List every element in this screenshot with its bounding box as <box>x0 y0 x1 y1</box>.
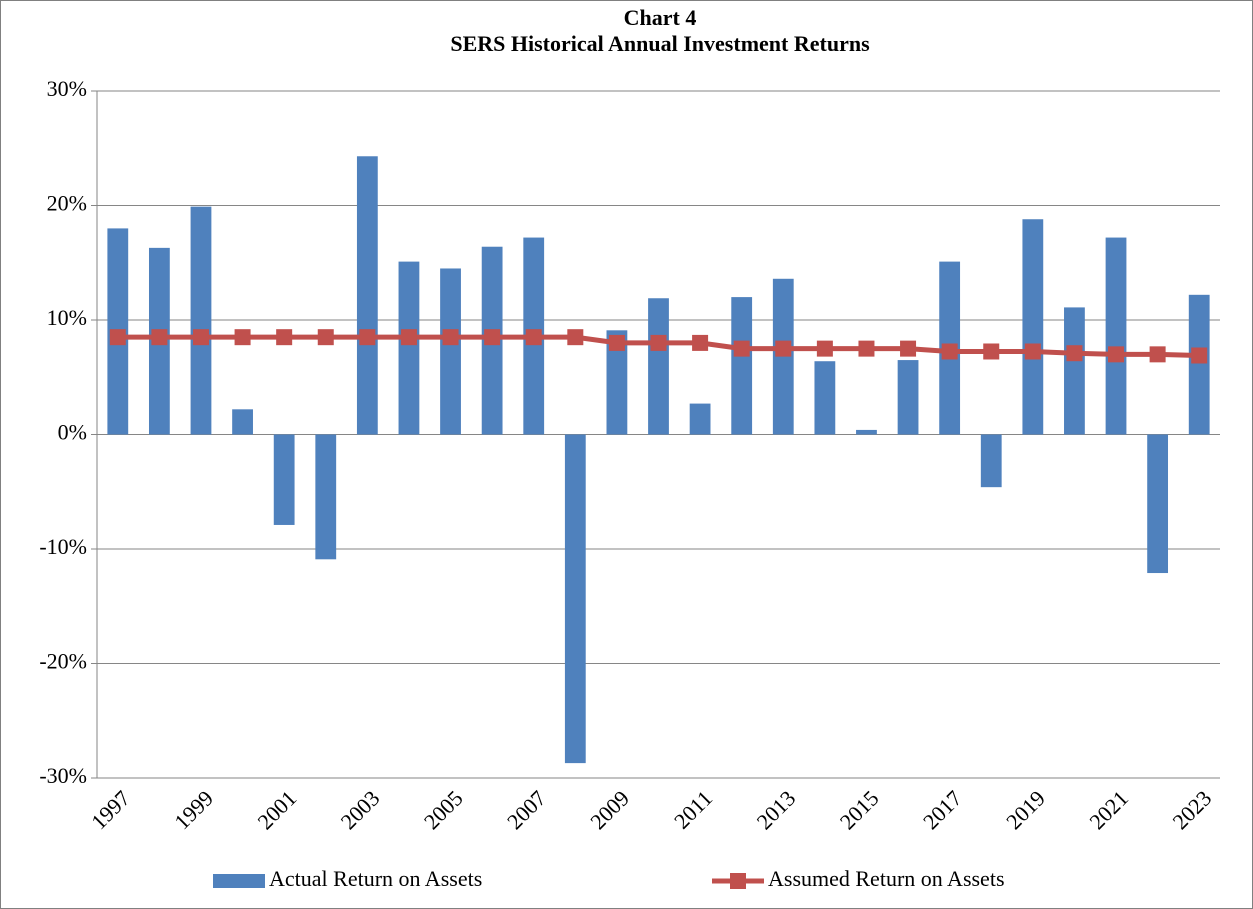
y-tick-label: -10% <box>39 534 87 559</box>
line-marker <box>359 329 376 346</box>
bar <box>689 403 711 435</box>
line-marker <box>858 340 875 357</box>
bar <box>980 434 1002 488</box>
line-marker <box>317 329 334 346</box>
bar <box>1022 219 1044 435</box>
chart-title: Chart 4 <box>624 5 697 30</box>
line-marker <box>692 334 709 351</box>
bar <box>856 429 877 435</box>
bar <box>356 156 378 435</box>
bar <box>190 206 212 435</box>
line-marker <box>1149 346 1166 363</box>
line-marker <box>608 334 625 351</box>
line-marker <box>484 329 501 346</box>
bar <box>315 434 337 560</box>
line-marker <box>1108 346 1125 363</box>
legend-label: Assumed Return on Assets <box>768 866 1005 891</box>
legend-swatch <box>213 874 265 888</box>
bar <box>606 330 628 435</box>
line-marker <box>442 329 459 346</box>
line-marker <box>733 340 750 357</box>
bar <box>1147 434 1169 574</box>
bar <box>897 360 919 435</box>
y-tick-label: -20% <box>39 649 87 674</box>
bar <box>648 298 669 435</box>
line-marker <box>276 329 293 346</box>
line-marker <box>400 329 417 346</box>
bar <box>1188 294 1210 435</box>
y-tick-label: 0% <box>58 420 87 445</box>
line-marker <box>567 329 584 346</box>
bar <box>772 278 794 435</box>
chart-subtitle: SERS Historical Annual Investment Return… <box>450 31 870 56</box>
line-marker <box>983 343 1000 360</box>
line-marker <box>192 329 209 346</box>
bar <box>232 409 253 435</box>
line-marker <box>151 329 168 346</box>
line-marker <box>941 343 958 360</box>
y-tick-label: -30% <box>39 763 87 788</box>
line-marker <box>1024 343 1041 360</box>
y-tick-label: 20% <box>47 191 87 216</box>
line-marker <box>234 329 251 346</box>
y-tick-label: 30% <box>47 76 87 101</box>
bar <box>1064 307 1085 435</box>
line-marker <box>775 340 792 357</box>
legend-label: Actual Return on Assets <box>269 866 482 891</box>
y-tick-label: 10% <box>47 305 87 330</box>
line-marker <box>900 340 917 357</box>
legend-swatch <box>730 873 746 889</box>
bar <box>814 361 836 435</box>
line-marker <box>1191 347 1208 364</box>
line-marker <box>109 329 126 346</box>
bar <box>398 261 420 435</box>
line-marker <box>525 329 542 346</box>
line-marker <box>816 340 833 357</box>
bar <box>564 434 586 764</box>
bar <box>440 268 461 435</box>
line-marker <box>650 334 667 351</box>
bar <box>731 297 753 435</box>
line-marker <box>1066 345 1083 362</box>
bar <box>273 434 295 525</box>
bar <box>1105 237 1127 435</box>
